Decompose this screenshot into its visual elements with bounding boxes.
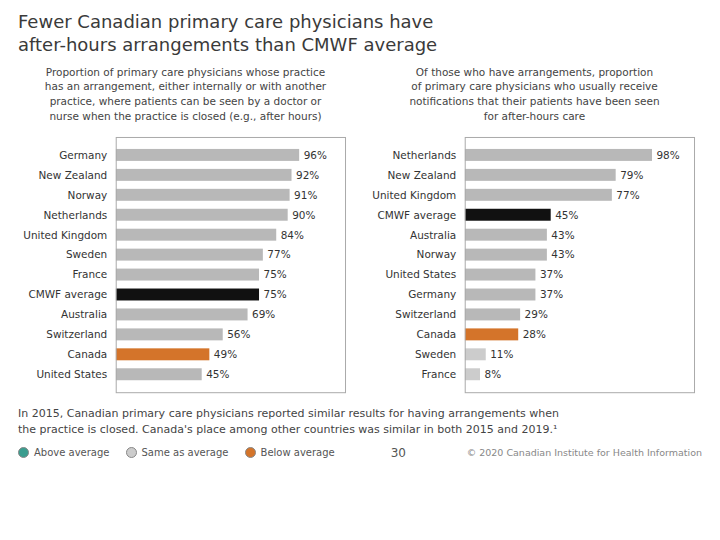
svg-text:Canada: Canada [67, 348, 107, 360]
svg-text:United States: United States [385, 268, 456, 280]
svg-text:43%: 43% [551, 248, 574, 260]
svg-text:56%: 56% [227, 328, 250, 340]
svg-text:Sweden: Sweden [415, 348, 456, 360]
svg-text:France: France [72, 268, 107, 280]
svg-text:Germany: Germany [59, 149, 107, 161]
svg-text:77%: 77% [616, 188, 639, 200]
html-text:Proportion of primary care phy: Proportion of primary care physicians wh… [44, 65, 327, 122]
svg-text:77%: 77% [267, 248, 290, 260]
html-text:Same as average: Same as average [141, 447, 229, 459]
svg-text:Sweden: Sweden [66, 248, 107, 260]
svg-text:Australia: Australia [61, 308, 107, 320]
svg-text:91%: 91% [294, 188, 317, 200]
svg-text:Norway: Norway [417, 248, 457, 260]
svg-text:United Kingdom: United Kingdom [372, 188, 456, 200]
svg-text:Netherlands: Netherlands [393, 149, 457, 161]
html-text:30: 30 [390, 445, 406, 460]
svg-text:New Zealand: New Zealand [39, 168, 108, 180]
svg-text:79%: 79% [620, 168, 643, 180]
svg-text:Germany: Germany [408, 288, 456, 300]
svg-text:United Kingdom: United Kingdom [23, 228, 107, 240]
svg-text:11%: 11% [490, 348, 513, 360]
svg-text:90%: 90% [292, 208, 315, 220]
svg-text:Netherlands: Netherlands [44, 208, 108, 220]
svg-text:75%: 75% [264, 288, 287, 300]
svg-text:84%: 84% [281, 228, 304, 240]
svg-text:8%: 8% [484, 368, 501, 380]
svg-text:29%: 29% [525, 308, 548, 320]
svg-text:75%: 75% [264, 268, 287, 280]
svg-text:CMWF average: CMWF average [28, 288, 107, 300]
svg-text:92%: 92% [296, 168, 319, 180]
svg-text:43%: 43% [551, 228, 574, 240]
svg-text:28%: 28% [523, 328, 546, 340]
svg-text:98%: 98% [656, 149, 679, 161]
svg-text:Canada: Canada [416, 328, 456, 340]
svg-text:37%: 37% [540, 288, 563, 300]
svg-text:49%: 49% [214, 348, 237, 360]
html-text:© 2020 Canadian Institute for: © 2020 Canadian Institute for Health Inf… [466, 447, 702, 459]
svg-text:45%: 45% [206, 368, 229, 380]
svg-text:37%: 37% [540, 268, 563, 280]
svg-text:New Zealand: New Zealand [388, 168, 457, 180]
html-text:Fewer Canadian primary care ph: Fewer Canadian primary care physicians h… [18, 11, 438, 56]
html-text:Of those who have arrangements: Of those who have arrangements, proporti… [409, 65, 660, 122]
html-text:Below average: Below average [260, 447, 335, 459]
html-text:In 2015, Canadian primary care: In 2015, Canadian primary care physician… [18, 407, 559, 436]
html-text:Above average: Above average [34, 447, 110, 459]
svg-text:45%: 45% [555, 208, 578, 220]
svg-text:Switzerland: Switzerland [395, 308, 456, 320]
svg-text:69%: 69% [252, 308, 275, 320]
svg-text:Norway: Norway [68, 188, 108, 200]
svg-text:France: France [421, 368, 456, 380]
svg-text:Switzerland: Switzerland [46, 328, 107, 340]
svg-text:CMWF average: CMWF average [377, 208, 456, 220]
svg-text:Australia: Australia [410, 228, 456, 240]
svg-text:96%: 96% [304, 149, 327, 161]
svg-text:United States: United States [36, 368, 107, 380]
